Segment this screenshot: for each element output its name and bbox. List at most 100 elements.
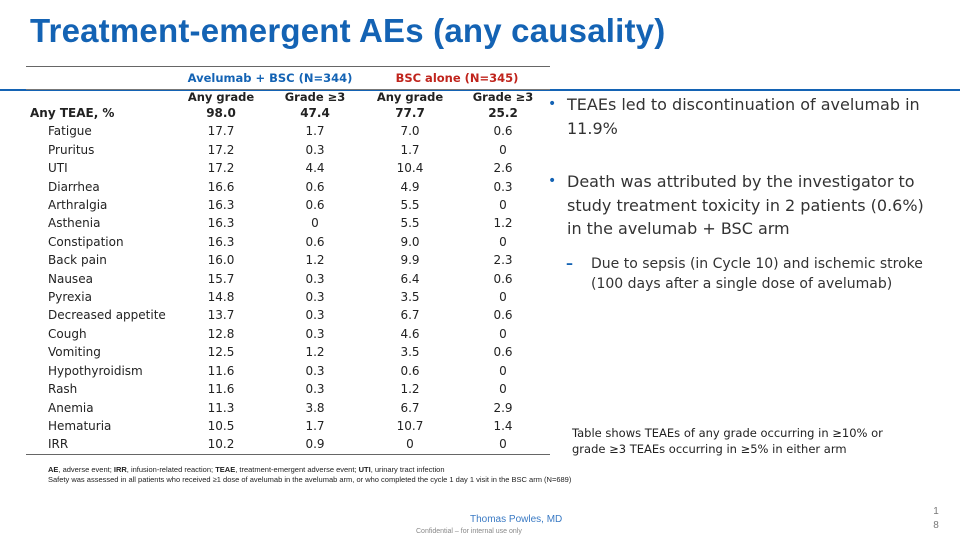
bullet-dot-icon: • xyxy=(548,96,557,112)
table-row: Nausea 15.7 0.3 6.4 0.6 xyxy=(26,270,550,288)
row-label: Decreased appetite xyxy=(48,308,166,323)
row-value: 16.6 xyxy=(207,179,235,194)
table-row: Anemia 11.3 3.8 6.7 2.9 xyxy=(26,399,550,417)
row-value: 7.0 xyxy=(400,124,420,139)
row-value: 0.6 xyxy=(305,179,325,194)
row-value: 0 xyxy=(311,216,319,231)
sub-header-avelumab-grade3: Grade ≥3 xyxy=(266,89,364,104)
row-value: 0 xyxy=(499,198,507,213)
footnote-term-ae: AE xyxy=(48,465,59,474)
row-value: 17.7 xyxy=(207,124,235,139)
row-value: 1.7 xyxy=(305,418,325,433)
row-label: Hematuria xyxy=(48,418,112,433)
table-row: Back pain 16.0 1.2 9.9 2.3 xyxy=(26,251,550,269)
row-value: 0.3 xyxy=(305,290,325,305)
footnote-safety-population: Safety was assessed in all patients who … xyxy=(48,475,572,484)
row-value: 3.5 xyxy=(400,345,420,360)
row-value: 9.9 xyxy=(400,253,420,268)
row-value: 0.3 xyxy=(305,308,325,323)
footnote-def-ae: , adverse event; xyxy=(58,465,114,474)
row-value: 5.5 xyxy=(400,216,420,231)
row-value: 3.8 xyxy=(305,400,325,415)
row-label: Back pain xyxy=(48,253,107,268)
row-value: 11.6 xyxy=(207,363,235,378)
bullet-discontinuation: • TEAEs led to discontinuation of avelum… xyxy=(548,93,938,140)
row-value: 0.6 xyxy=(305,198,325,213)
row-value: 1.2 xyxy=(493,216,513,231)
row-value: 1.4 xyxy=(493,418,513,433)
table-row: Fatigue 17.7 1.7 7.0 0.6 xyxy=(26,122,550,140)
row-value: 11.3 xyxy=(207,400,235,415)
table-row: Decreased appetite 13.7 0.3 6.7 0.6 xyxy=(26,306,550,324)
row-value: 0.6 xyxy=(493,124,513,139)
table-footnote: AE, adverse event; IRR, infusion-related… xyxy=(48,465,571,485)
row-value: 10.2 xyxy=(176,435,266,455)
table-row: Hematuria 10.5 1.7 10.7 1.4 xyxy=(26,417,550,435)
row-value: 0 xyxy=(499,290,507,305)
page-number-digit-1: 1 xyxy=(933,506,939,517)
table-note: Table shows TEAEs of any grade occurring… xyxy=(572,425,892,457)
footnote-def-irr: , infusion-related reaction; xyxy=(126,465,216,474)
sub-header-bsc-grade3: Grade ≥3 xyxy=(456,89,550,104)
bullet-dot-icon: • xyxy=(548,173,557,189)
row-value: 16.3 xyxy=(207,234,235,249)
row-value: 17.2 xyxy=(207,161,235,176)
row-value: 9.0 xyxy=(400,234,420,249)
row-label: Pruritus xyxy=(48,142,95,157)
footnote-term-teae: TEAE xyxy=(215,465,236,474)
table-note-line-1: Table shows TEAEs of any grade occurring… xyxy=(572,426,883,440)
row-value: 0 xyxy=(499,326,507,341)
row-value: 10.5 xyxy=(207,418,235,433)
row-label: Asthenia xyxy=(48,216,101,231)
group-header-row: Avelumab + BSC (N=344) BSC alone (N=345) xyxy=(26,66,550,90)
table-row: Vomiting 12.5 1.2 3.5 0.6 xyxy=(26,343,550,361)
sub-header-blank xyxy=(26,89,176,104)
page-number-digit-2: 8 xyxy=(933,520,939,531)
bsc-group-header: BSC alone (N=345) xyxy=(364,66,550,90)
page-number: 1 8 xyxy=(931,505,941,533)
row-value: 0 xyxy=(499,142,507,157)
dash-icon: – xyxy=(566,255,573,272)
row-value: 0.6 xyxy=(493,308,513,323)
row-value: 0.3 xyxy=(305,382,325,397)
row-value: 1.7 xyxy=(305,124,325,139)
row-label: Rash xyxy=(48,382,78,397)
bullet-deaths-text: Death was attributed by the investigator… xyxy=(567,172,924,238)
teae-table-container: Avelumab + BSC (N=344) BSC alone (N=345)… xyxy=(26,66,550,455)
footnote-abbreviations: AE, adverse event; IRR, infusion-related… xyxy=(48,465,571,475)
row-value: 6.7 xyxy=(400,308,420,323)
footnote-term-irr: IRR xyxy=(113,465,127,474)
row-value: 0.3 xyxy=(305,271,325,286)
row-value: 0.3 xyxy=(305,326,325,341)
row-label: Constipation xyxy=(48,234,124,249)
group-header-blank xyxy=(26,66,176,90)
row-label: Fatigue xyxy=(48,124,92,139)
table-row: Hypothyroidism 11.6 0.3 0.6 0 xyxy=(26,362,550,380)
row-label: Arthralgia xyxy=(48,198,108,213)
table-note-line-2: grade ≥3 TEAEs occurring in ≥5% in eithe… xyxy=(572,442,847,456)
sub-header-row: Any grade Grade ≥3 Any grade Grade ≥3 xyxy=(26,89,550,104)
sub-header-bsc-any: Any grade xyxy=(364,89,456,104)
row-value: 15.7 xyxy=(207,271,235,286)
row-value: 1.2 xyxy=(305,345,325,360)
sub-bullet-text: Due to sepsis (in Cycle 10) and ischemic… xyxy=(591,255,923,292)
table-row: Cough 12.8 0.3 4.6 0 xyxy=(26,325,550,343)
bullet-discontinuation-text: TEAEs led to discontinuation of avelumab… xyxy=(567,95,920,138)
row-value: 12.5 xyxy=(207,345,235,360)
table-row: Diarrhea 16.6 0.6 4.9 0.3 xyxy=(26,178,550,196)
sub-header-avelumab-any: Any grade xyxy=(176,89,266,104)
row-value: 0.9 xyxy=(266,435,364,455)
row-value: 0 xyxy=(499,234,507,249)
table-row: Asthenia 16.3 0 5.5 1.2 xyxy=(26,214,550,232)
row-label: Anemia xyxy=(48,400,94,415)
bullet-deaths: • Death was attributed by the investigat… xyxy=(548,170,938,241)
row-label: Hypothyroidism xyxy=(48,363,143,378)
row-label: IRR xyxy=(26,435,176,455)
row-value: 14.8 xyxy=(207,290,235,305)
row-value: 0 xyxy=(456,435,550,455)
any-teae-row: Any TEAE, % 98.0 47.4 77.7 25.2 xyxy=(26,104,550,122)
row-value: 17.2 xyxy=(207,142,235,157)
row-value: 1.7 xyxy=(400,142,420,157)
row-value: 2.6 xyxy=(493,161,513,176)
footnote-term-uti: UTI xyxy=(358,465,371,474)
